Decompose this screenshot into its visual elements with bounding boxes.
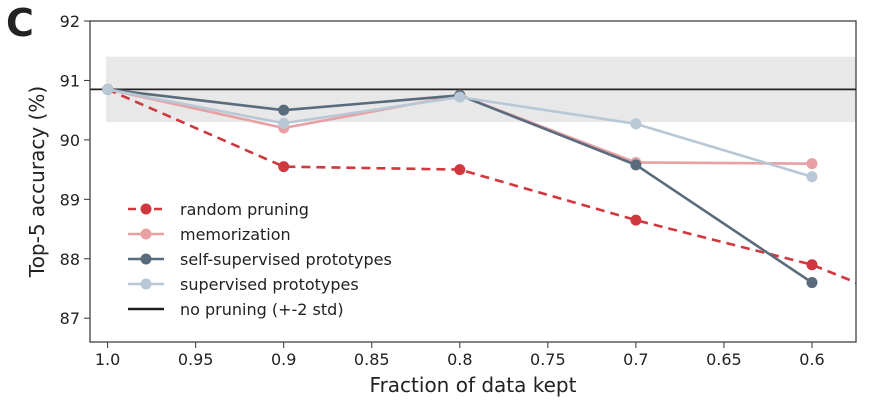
y-axis-ticks: 87 88 89 90 91 92 bbox=[60, 12, 90, 328]
y-tick-label: 87 bbox=[60, 309, 80, 328]
legend-marker-self-supervised-prototypes bbox=[140, 253, 152, 265]
plot-frame bbox=[89, 20, 857, 343]
legend-label: supervised prototypes bbox=[180, 275, 359, 294]
data-point-supervised-prototypes bbox=[454, 91, 466, 103]
data-point-random-pruning bbox=[278, 161, 290, 173]
y-tick-label: 90 bbox=[60, 131, 80, 150]
x-tick-label: 0.85 bbox=[354, 350, 390, 369]
data-point-supervised-prototypes bbox=[630, 118, 642, 130]
data-point-supervised-prototypes bbox=[102, 83, 114, 95]
legend-label: random pruning bbox=[180, 200, 309, 219]
series-line-random-pruning bbox=[107, 88, 857, 284]
y-axis-label: Top-5 accuracy (%) bbox=[25, 86, 49, 278]
x-tick-label: 0.75 bbox=[530, 350, 566, 369]
y-tick-label: 88 bbox=[60, 250, 80, 269]
legend-label: self-supervised prototypes bbox=[180, 250, 392, 269]
x-tick-label: 1.0 bbox=[95, 350, 120, 369]
x-tick-label: 0.9 bbox=[271, 350, 296, 369]
legend-box bbox=[124, 196, 414, 324]
x-tick-label: 0.8 bbox=[447, 350, 472, 369]
x-tick-label: 0.95 bbox=[178, 350, 214, 369]
legend-marker-random-pruning bbox=[140, 203, 152, 215]
series-layer bbox=[102, 83, 857, 289]
legend-label: memorization bbox=[180, 225, 291, 244]
x-axis-ticks: 1.0 0.95 0.9 0.85 0.8 0.75 0.7 0.65 0.6 bbox=[95, 342, 825, 369]
x-tick-label: 0.65 bbox=[706, 350, 742, 369]
y-tick-label: 91 bbox=[60, 71, 80, 90]
data-point-self-supervised-prototypes bbox=[806, 277, 818, 289]
legend-marker-memorization bbox=[140, 228, 152, 240]
x-axis-label: Fraction of data kept bbox=[370, 373, 577, 397]
x-tick-label: 0.6 bbox=[799, 350, 824, 369]
data-point-supervised-prototypes bbox=[806, 171, 818, 183]
data-point-random-pruning bbox=[806, 259, 818, 271]
data-point-self-supervised-prototypes bbox=[278, 104, 290, 116]
y-tick-label: 89 bbox=[60, 190, 80, 209]
panel-label: C bbox=[6, 1, 34, 45]
legend-marker-supervised-prototypes bbox=[140, 278, 152, 290]
data-point-supervised-prototypes bbox=[278, 117, 290, 129]
data-point-random-pruning bbox=[630, 214, 642, 226]
legend: random pruning memorization self-supervise… bbox=[124, 196, 414, 324]
y-tick-label: 92 bbox=[60, 12, 80, 31]
x-tick-label: 0.7 bbox=[623, 350, 648, 369]
data-point-memorization bbox=[806, 158, 818, 170]
plot-area bbox=[89, 20, 857, 343]
data-point-random-pruning bbox=[454, 164, 466, 176]
data-point-self-supervised-prototypes bbox=[630, 159, 642, 171]
legend-label: no pruning (+-2 std) bbox=[180, 300, 344, 319]
